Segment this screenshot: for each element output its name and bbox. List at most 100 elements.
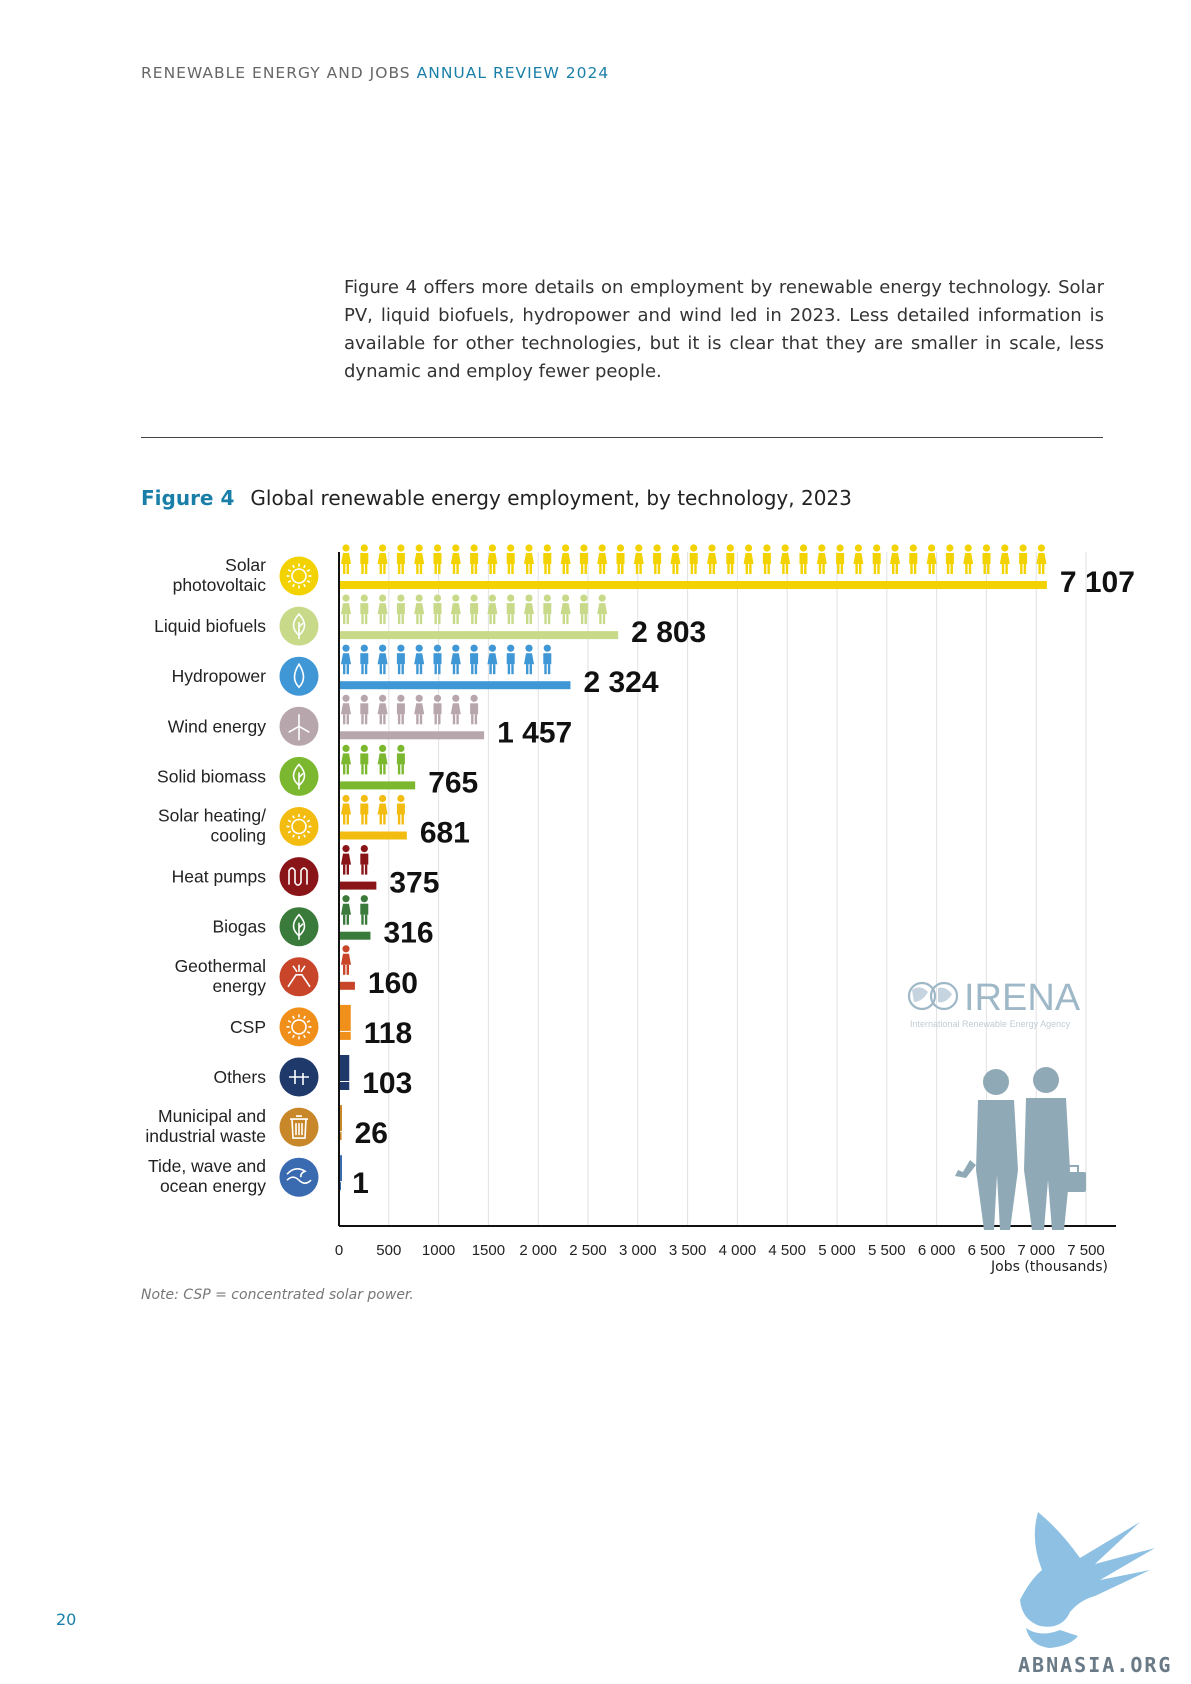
leaf-icon — [279, 756, 319, 796]
man-figure-icon — [396, 744, 405, 775]
woman-figure-icon — [377, 744, 388, 775]
woman-figure-icon — [450, 644, 461, 675]
bar — [339, 781, 416, 790]
employment-bar-chart: 0 500 1000 1500 2 000 2 500 3 000 3 500 4 000 4 5… — [145, 544, 1135, 1259]
category-label: Wind energy — [168, 716, 266, 736]
man-figure-icon — [506, 594, 515, 625]
value-label: 1 457 — [497, 716, 572, 749]
woman-figure-icon — [597, 544, 608, 574]
globe-logo-icon — [907, 981, 959, 1011]
sun-icon — [279, 807, 319, 846]
woman-figure-icon — [414, 694, 425, 725]
man-figure-icon — [360, 895, 369, 925]
man-figure-icon — [689, 544, 698, 574]
category-label: Geothermal energy — [175, 956, 267, 996]
man-figure-icon — [872, 544, 881, 574]
category-label: Liquid biofuels — [154, 616, 266, 636]
man-figure-icon — [653, 544, 662, 574]
x-tick-label: 0 — [335, 1242, 343, 1259]
woman-figure-icon — [853, 544, 864, 574]
man-figure-icon — [396, 644, 405, 675]
x-tick-label: 3 000 — [619, 1242, 657, 1259]
figure-caption: Figure 4 Global renewable energy employme… — [141, 486, 852, 510]
woman-figure-icon — [414, 544, 425, 574]
woman-figure-icon — [341, 594, 351, 625]
page-number: 20 — [56, 1610, 77, 1629]
woman-figure-icon — [450, 694, 461, 725]
value-label: 7 107 — [1060, 566, 1135, 599]
man-figure-icon — [909, 544, 918, 574]
man-figure-icon — [433, 644, 442, 675]
woman-figure-icon — [377, 644, 388, 675]
value-label: 765 — [428, 766, 478, 799]
woman-figure-icon — [524, 594, 534, 625]
woman-figure-icon — [524, 644, 534, 675]
chart-category-labels: Solar photovoltaic Liquid biofuels Hydropow… — [145, 555, 266, 1196]
figure-fragment — [340, 1055, 350, 1081]
category-label: Hydropower — [172, 666, 267, 686]
man-figure-icon — [543, 544, 552, 574]
irena-logo: IRENA International Renewable Energy Age… — [907, 977, 1081, 1029]
woman-figure-icon — [341, 544, 351, 574]
man-figure-icon — [433, 544, 442, 574]
x-tick-label: 3 500 — [669, 1242, 707, 1259]
x-tick-label: 1000 — [422, 1242, 455, 1259]
woman-figure-icon — [560, 544, 571, 574]
bar — [339, 631, 619, 640]
value-label: 316 — [383, 917, 433, 950]
trash-bin-icon — [279, 1107, 319, 1147]
value-label: 160 — [368, 967, 418, 1000]
category-label: CSP — [230, 1017, 266, 1037]
woman-figure-icon — [450, 594, 461, 625]
figure-fragment — [340, 1155, 342, 1182]
man-figure-icon — [470, 594, 479, 625]
woman-figure-icon — [999, 544, 1010, 574]
chart-bars — [339, 544, 1047, 1191]
figure-fragment — [340, 1105, 342, 1132]
man-figure-icon — [762, 544, 771, 574]
bar — [339, 981, 355, 990]
header-highlight: ANNUAL REVIEW 2024 — [416, 64, 610, 82]
value-label: 103 — [362, 1067, 412, 1100]
value-label: 118 — [364, 1017, 412, 1050]
man-figure-icon — [360, 744, 369, 775]
irena-logo-subtext: International Renewable Energy Agency — [910, 1019, 1071, 1029]
woman-figure-icon — [926, 544, 937, 574]
woman-figure-icon — [524, 544, 534, 574]
volcano-icon — [279, 957, 319, 997]
woman-figure-icon — [890, 544, 900, 574]
woman-figure-icon — [341, 644, 351, 675]
man-figure-icon — [433, 694, 442, 725]
bar — [339, 831, 407, 840]
running-header: RENEWABLE ENERGY AND JOBS ANNUAL REVIEW 2… — [141, 64, 609, 82]
x-axis-title: Jobs (thousands) — [991, 1259, 1108, 1275]
man-figure-icon — [1019, 544, 1028, 574]
x-tick-label: 7 500 — [1067, 1242, 1105, 1259]
woman-figure-icon — [963, 544, 974, 574]
bar — [339, 881, 377, 890]
man-figure-icon — [506, 644, 515, 675]
woman-figure-icon — [377, 594, 388, 625]
woman-figure-icon — [377, 794, 388, 825]
x-tick-label: 5 000 — [818, 1242, 856, 1259]
value-label: 2 324 — [583, 666, 658, 699]
man-figure-icon — [360, 594, 369, 625]
man-figure-icon — [360, 794, 369, 825]
man-figure-icon — [396, 544, 405, 574]
water-drop-icon — [279, 656, 319, 696]
woman-figure-icon — [816, 544, 827, 574]
category-label: Solar heating/cooling — [158, 806, 266, 846]
bar — [339, 1031, 351, 1040]
x-tick-label: 4 000 — [719, 1242, 757, 1259]
man-figure-icon — [470, 644, 479, 675]
category-label: Solid biomass — [157, 766, 266, 786]
wave-icon — [279, 1157, 319, 1197]
watermark-text: ABNASIA.ORG — [1018, 1653, 1172, 1677]
woman-figure-icon — [341, 895, 351, 925]
woman-figure-icon — [780, 544, 791, 574]
irena-logo-text: IRENA — [964, 977, 1081, 1019]
woman-figure-icon — [414, 644, 425, 675]
man-figure-icon — [579, 544, 588, 574]
woman-figure-icon — [1036, 544, 1047, 574]
man-figure-icon — [360, 644, 369, 675]
